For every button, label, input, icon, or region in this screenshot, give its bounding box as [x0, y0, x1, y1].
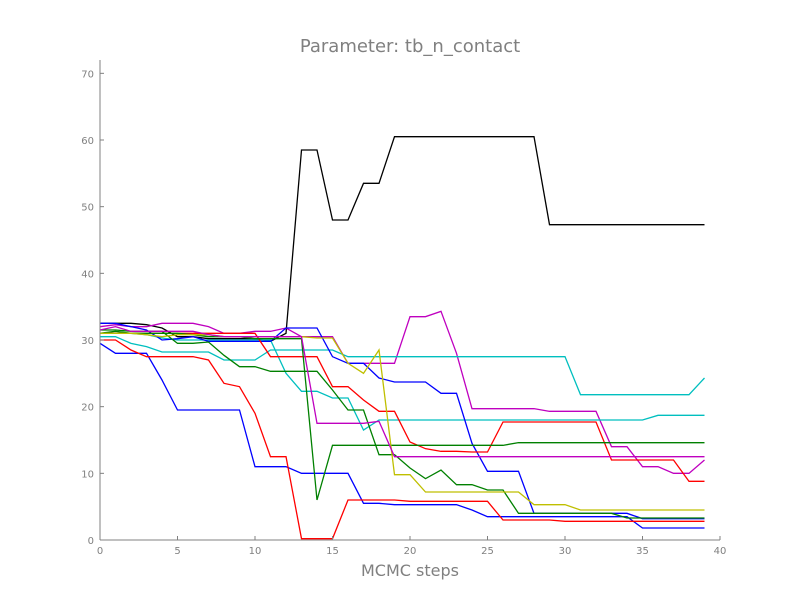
chart-title: Parameter: tb_n_contact [300, 36, 520, 57]
x-axis-label: MCMC steps [361, 561, 459, 580]
series-line-12 [99, 325, 705, 458]
y-tick-label: 0 [88, 536, 94, 547]
series-line-10 [99, 330, 705, 501]
x-tick-label: 35 [636, 546, 649, 557]
y-tick-label: 40 [81, 269, 94, 280]
x-tick-label: 10 [249, 546, 262, 557]
x-tick-label: 15 [326, 546, 339, 557]
series-line-11 [100, 332, 705, 511]
x-tick-label: 40 [714, 546, 727, 557]
series-line-7 [100, 339, 705, 540]
series-line-4 [100, 332, 705, 431]
y-tick-label: 10 [81, 469, 94, 480]
series-line-8 [100, 332, 705, 482]
series-line-2 [99, 310, 705, 474]
series-line-9 [100, 329, 705, 519]
y-tick-label: 50 [81, 203, 94, 214]
y-tick-label: 70 [81, 69, 94, 80]
series-layer [99, 136, 705, 540]
series-line-5 [99, 342, 705, 529]
y-tick-label: 60 [81, 136, 94, 147]
x-tick-label: 25 [481, 546, 494, 557]
x-tick-label: 20 [404, 546, 417, 557]
x-tick-label: 5 [174, 546, 180, 557]
x-tick-label: 0 [97, 546, 103, 557]
y-tick-label: 20 [81, 403, 94, 414]
y-tick-label: 30 [81, 336, 94, 347]
x-tick-label: 30 [559, 546, 572, 557]
series-line-1 [100, 136, 705, 343]
ticks: 0 5 10 15 20 25 30 35 40 0 10 20 30 40 50 60 70 [81, 69, 726, 557]
series-line-3 [100, 336, 705, 396]
